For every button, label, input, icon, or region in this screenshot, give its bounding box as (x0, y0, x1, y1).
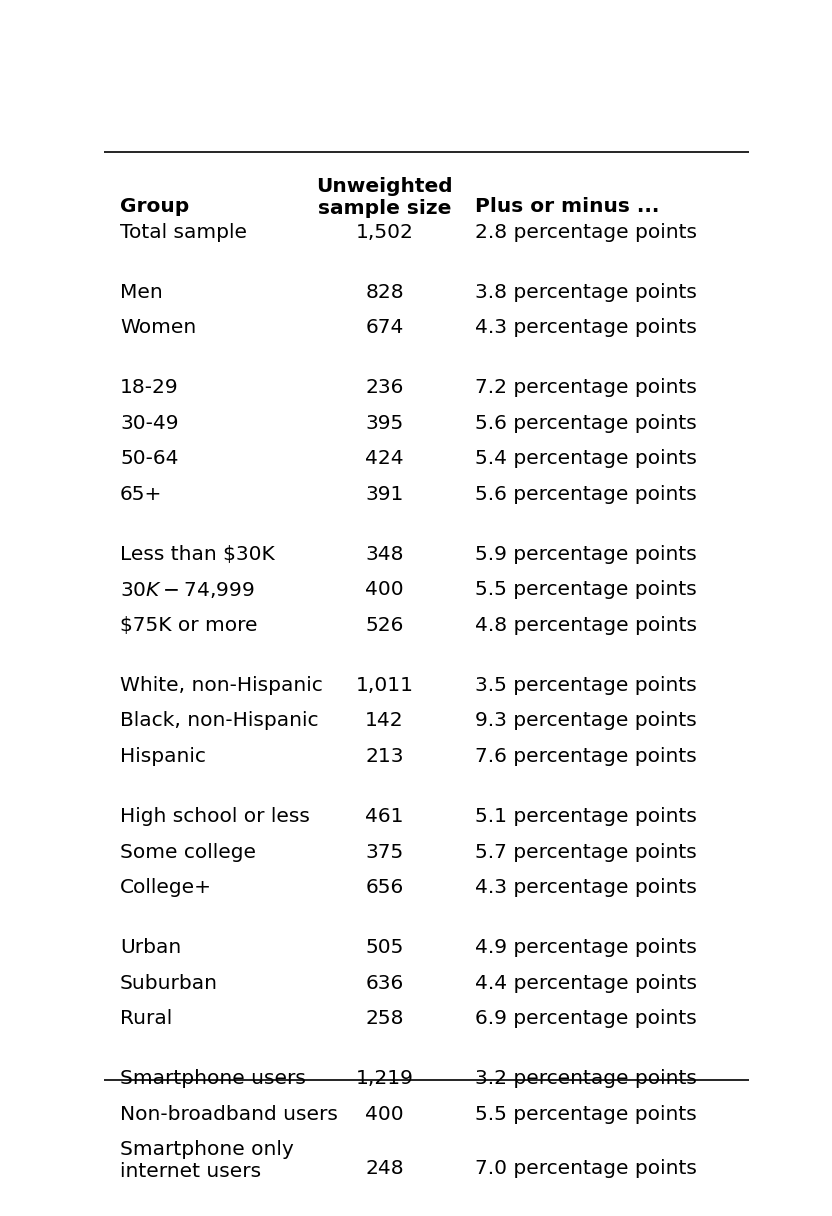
Text: 400: 400 (365, 580, 404, 599)
Text: 1,502: 1,502 (355, 223, 414, 242)
Text: 3.5 percentage points: 3.5 percentage points (475, 676, 696, 694)
Text: 636: 636 (365, 974, 404, 992)
Text: 391: 391 (365, 485, 404, 503)
Text: College+: College+ (120, 878, 212, 897)
Text: 674: 674 (365, 319, 404, 337)
Text: 248: 248 (365, 1159, 404, 1178)
Text: 6.9 percentage points: 6.9 percentage points (475, 1009, 696, 1029)
Text: Less than $30K: Less than $30K (120, 545, 275, 564)
Text: Hispanic: Hispanic (120, 747, 206, 766)
Text: 4.3 percentage points: 4.3 percentage points (475, 878, 696, 897)
Text: 142: 142 (365, 711, 404, 731)
Text: Group: Group (120, 197, 190, 216)
Text: Some college: Some college (120, 843, 256, 862)
Text: 4.8 percentage points: 4.8 percentage points (475, 617, 696, 635)
Text: 395: 395 (365, 413, 404, 433)
Text: 9.3 percentage points: 9.3 percentage points (475, 711, 696, 731)
Text: 828: 828 (365, 282, 404, 302)
Text: 656: 656 (365, 878, 404, 897)
Text: Total sample: Total sample (120, 223, 247, 242)
Text: High school or less: High school or less (120, 807, 310, 826)
Text: Non-broadband users: Non-broadband users (120, 1104, 338, 1124)
Text: Smartphone only
internet users: Smartphone only internet users (120, 1141, 294, 1181)
Text: 4.9 percentage points: 4.9 percentage points (475, 938, 696, 957)
Text: 5.9 percentage points: 5.9 percentage points (475, 545, 696, 564)
Text: 50-64: 50-64 (120, 449, 179, 468)
Text: $30K-$74,999: $30K-$74,999 (120, 580, 255, 601)
Text: 424: 424 (365, 449, 404, 468)
Text: Plus or minus ...: Plus or minus ... (475, 197, 659, 216)
Text: 526: 526 (365, 617, 404, 635)
Text: 461: 461 (365, 807, 404, 826)
Text: 348: 348 (365, 545, 404, 564)
Text: 4.3 percentage points: 4.3 percentage points (475, 319, 696, 337)
Text: White, non-Hispanic: White, non-Hispanic (120, 676, 323, 694)
Text: 1,011: 1,011 (355, 676, 414, 694)
Text: 30-49: 30-49 (120, 413, 179, 433)
Text: Unweighted
sample size: Unweighted sample size (316, 176, 453, 218)
Text: $75K or more: $75K or more (120, 617, 258, 635)
Text: 400: 400 (365, 1104, 404, 1124)
Text: Suburban: Suburban (120, 974, 218, 992)
Text: 5.1 percentage points: 5.1 percentage points (475, 807, 696, 826)
Text: 258: 258 (365, 1009, 404, 1029)
Text: 2.8 percentage points: 2.8 percentage points (475, 223, 696, 242)
Text: 5.6 percentage points: 5.6 percentage points (475, 485, 696, 503)
Text: 505: 505 (365, 938, 404, 957)
Text: 7.2 percentage points: 7.2 percentage points (475, 378, 696, 398)
Text: Urban: Urban (120, 938, 181, 957)
Text: Men: Men (120, 282, 163, 302)
Text: 5.4 percentage points: 5.4 percentage points (475, 449, 696, 468)
Text: 5.5 percentage points: 5.5 percentage points (475, 1104, 696, 1124)
Text: 4.4 percentage points: 4.4 percentage points (475, 974, 696, 992)
Text: 3.2 percentage points: 3.2 percentage points (475, 1069, 696, 1088)
Text: 3.8 percentage points: 3.8 percentage points (475, 282, 696, 302)
Text: Rural: Rural (120, 1009, 172, 1029)
Text: 7.0 percentage points: 7.0 percentage points (475, 1159, 696, 1178)
Text: 375: 375 (365, 843, 404, 862)
Text: 236: 236 (365, 378, 404, 398)
Text: Women: Women (120, 319, 196, 337)
Text: 18-29: 18-29 (120, 378, 179, 398)
Text: 65+: 65+ (120, 485, 162, 503)
Text: 5.7 percentage points: 5.7 percentage points (475, 843, 696, 862)
Text: 7.6 percentage points: 7.6 percentage points (475, 747, 696, 766)
Text: 5.5 percentage points: 5.5 percentage points (475, 580, 696, 599)
Text: 213: 213 (365, 747, 404, 766)
Text: Smartphone users: Smartphone users (120, 1069, 306, 1088)
Text: 1,219: 1,219 (355, 1069, 414, 1088)
Text: Black, non-Hispanic: Black, non-Hispanic (120, 711, 319, 731)
Text: 5.6 percentage points: 5.6 percentage points (475, 413, 696, 433)
